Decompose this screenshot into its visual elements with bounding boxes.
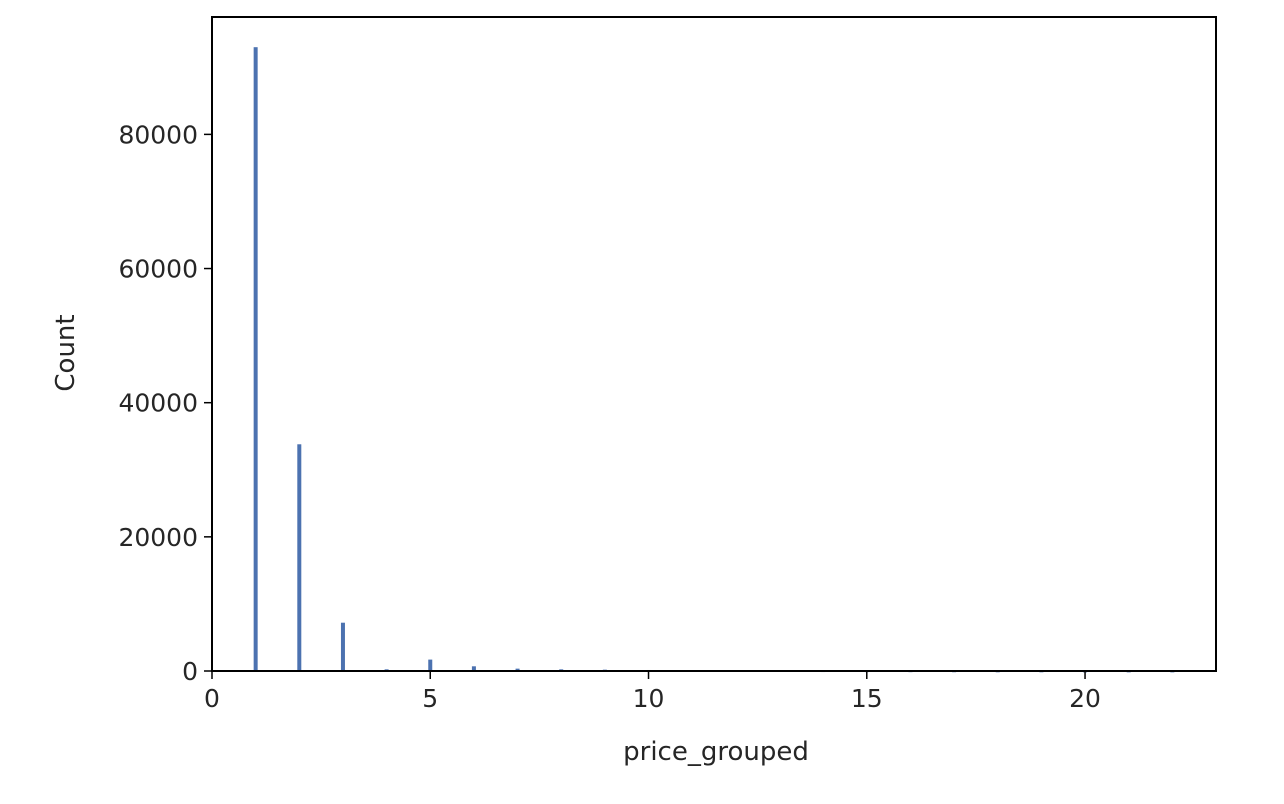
y-tick-label: 80000 xyxy=(118,120,198,149)
y-tick-label: 60000 xyxy=(118,255,198,284)
x-tick-label: 5 xyxy=(422,684,438,713)
bar-6 xyxy=(471,666,476,671)
bar-5 xyxy=(428,659,433,671)
bar-3 xyxy=(340,622,345,671)
bar-2 xyxy=(297,444,302,671)
x-tick-label: 0 xyxy=(204,684,220,713)
bars-group xyxy=(253,47,1175,673)
y-tick-label: 0 xyxy=(182,657,198,686)
y-axis-ticks: 0 20000 40000 60000 80000 xyxy=(118,120,212,686)
x-axis-ticks: 0 5 10 15 20 xyxy=(204,671,1101,713)
x-tick-label: 15 xyxy=(851,684,883,713)
bar-7 xyxy=(515,668,520,671)
x-axis-label: price_grouped xyxy=(623,737,809,767)
plot-frame xyxy=(211,16,1217,672)
x-tick-label: 10 xyxy=(633,684,665,713)
y-axis-label: Count xyxy=(51,314,81,391)
y-tick-label: 40000 xyxy=(118,389,198,418)
bar-1 xyxy=(253,47,258,671)
x-tick-label: 20 xyxy=(1069,684,1101,713)
y-tick-label: 20000 xyxy=(118,523,198,552)
